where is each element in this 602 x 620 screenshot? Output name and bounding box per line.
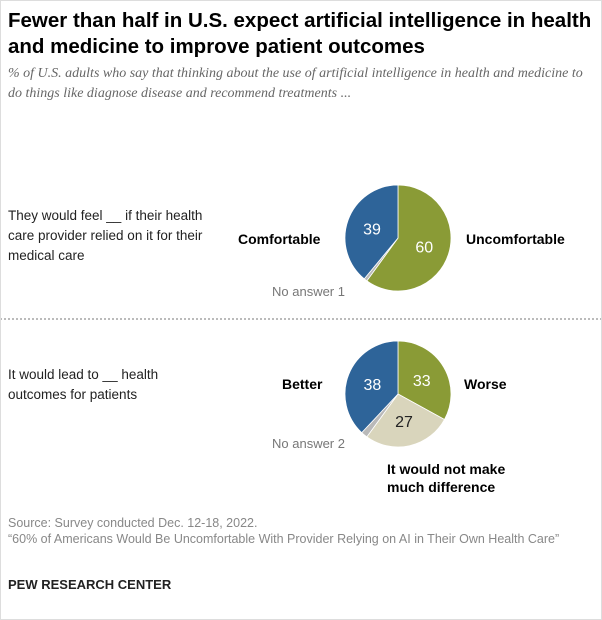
- label-comfortable: Comfortable: [238, 231, 321, 247]
- no-answer-1: No answer 1: [272, 284, 345, 299]
- pie-slice-comfortable: [344, 184, 399, 280]
- org-name: PEW RESEARCH CENTER: [8, 577, 172, 592]
- data-label: 60: [415, 240, 433, 257]
- source-note: Source: Survey conducted Dec. 12-18, 202…: [8, 515, 568, 547]
- data-label: 33: [413, 373, 431, 390]
- data-label: 39: [363, 222, 381, 239]
- label-worse: Worse: [464, 376, 507, 392]
- label-uncomfortable: Uncomfortable: [466, 231, 565, 247]
- label-no-difference: It would not make much difference: [387, 461, 506, 495]
- divider: [0, 318, 602, 320]
- pie-slice-worse: [397, 340, 452, 421]
- question-2: It would lead to __ health outcomes for …: [8, 367, 159, 402]
- chart-subtitle: % of U.S. adults who say that thinking a…: [8, 66, 583, 101]
- pie-slice-uncomfortable: [366, 184, 452, 292]
- pie-slice-better: [344, 340, 399, 434]
- label-better: Better: [282, 376, 323, 392]
- source-text: Source: Survey conducted Dec. 12-18, 202…: [8, 516, 258, 530]
- data-label: 27: [395, 414, 413, 431]
- pie-slice-it-would-not-make-much-difference: [366, 393, 445, 448]
- question-1: They would feel __ if their health care …: [8, 208, 203, 263]
- chart-title: Fewer than half in U.S. expect artificia…: [8, 9, 592, 58]
- report-title: “60% of Americans Would Be Uncomfortable…: [8, 532, 560, 546]
- no-answer-2: No answer 2: [272, 436, 345, 451]
- data-label: 38: [363, 377, 381, 394]
